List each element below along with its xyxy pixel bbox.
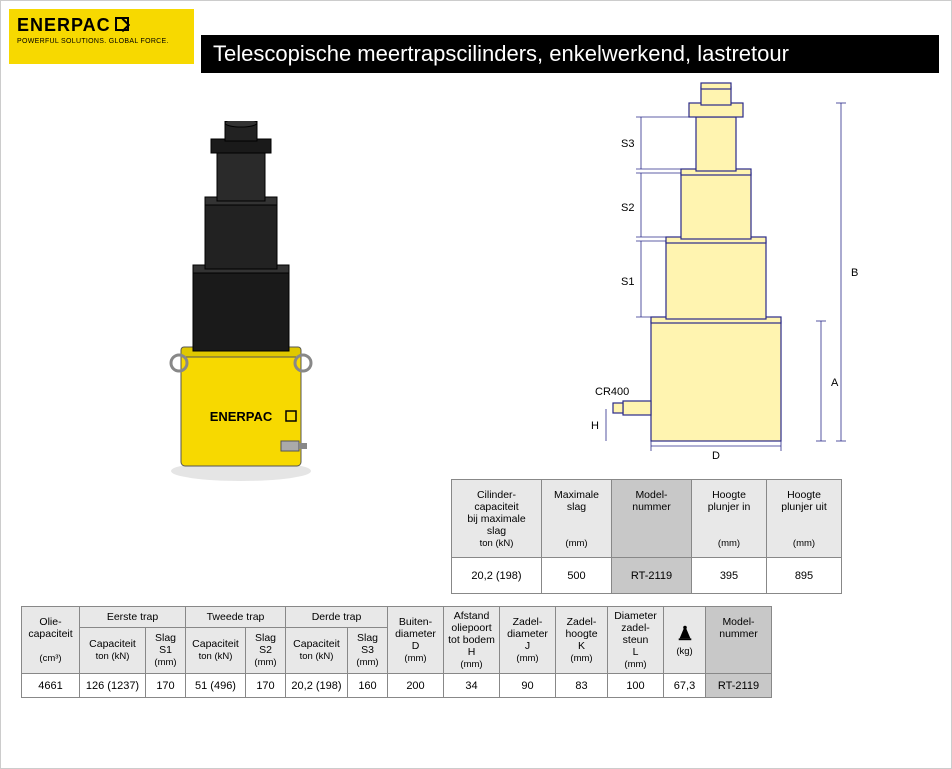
svg-text:A: A xyxy=(831,377,839,389)
brand-logo: ENERPAC POWERFUL SOLUTIONS. GLOBAL FORCE… xyxy=(9,9,194,64)
summary-table: Cilinder- capaciteit bij maximale slag t… xyxy=(451,479,842,594)
product-photo: ENERPAC xyxy=(141,121,341,481)
brand-name: ENERPAC xyxy=(17,15,186,36)
svg-text:B: B xyxy=(851,267,858,279)
svg-text:S1: S1 xyxy=(621,276,634,288)
weight-icon xyxy=(676,624,694,642)
svg-text:S2: S2 xyxy=(621,202,634,214)
detail-table: Olie- capaciteit (cm³) Eerste trap Tweed… xyxy=(21,606,772,698)
page-title: Telescopische meertrapscilinders, enkelw… xyxy=(201,35,939,73)
svg-text:CR400: CR400 xyxy=(595,386,629,398)
svg-text:D: D xyxy=(712,450,720,461)
arrow-square-icon xyxy=(115,17,129,31)
svg-text:S3: S3 xyxy=(621,138,634,150)
svg-text:ENERPAC: ENERPAC xyxy=(210,409,273,424)
detail-row: 4661 126 (1237) 170 51 (496) 170 20,2 (1… xyxy=(22,674,772,698)
technical-drawing: D A B S1 S2 S3 H CR400 xyxy=(541,81,901,461)
brand-tagline: POWERFUL SOLUTIONS. GLOBAL FORCE. xyxy=(17,38,186,45)
summary-row: 20,2 (198) 500 RT-2119 395 895 xyxy=(452,558,842,594)
svg-text:H: H xyxy=(591,420,599,432)
